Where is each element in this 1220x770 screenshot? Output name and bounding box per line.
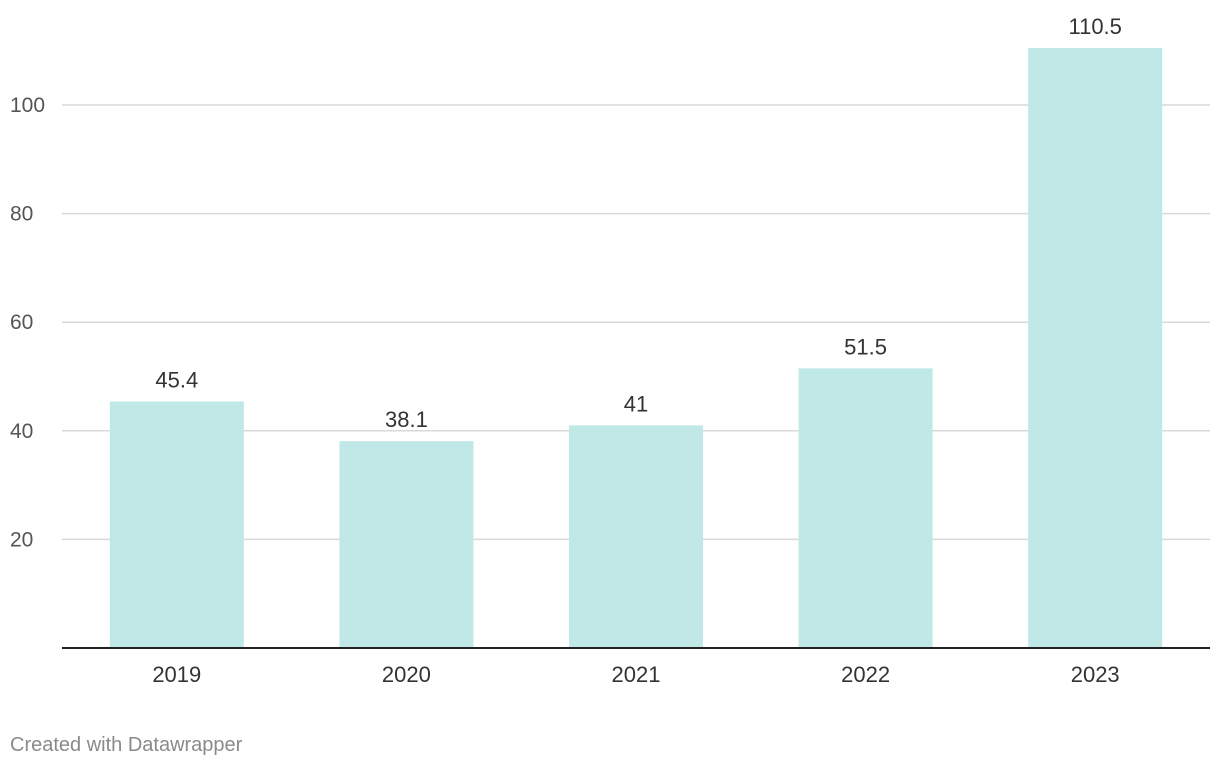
gridlines — [62, 104, 1210, 541]
bar — [798, 368, 933, 648]
datawrapper-credit: Created with Datawrapper — [10, 734, 243, 756]
x-tick-label: 2023 — [1071, 662, 1120, 687]
labels: 20 40 60 80 100 45.4 2019 38.1 2020 41 2021 51.5 202… — [10, 14, 1122, 687]
value-label: 41 — [624, 391, 648, 416]
bar — [1028, 48, 1163, 648]
value-label: 38.1 — [385, 407, 428, 432]
value-label: 51.5 — [844, 334, 887, 359]
bars — [109, 48, 1163, 648]
y-tick-label: 100 — [10, 94, 45, 117]
x-tick-label: 2022 — [841, 662, 890, 687]
x-tick-label: 2020 — [382, 662, 431, 687]
x-tick-label: 2019 — [152, 662, 201, 687]
y-tick-label: 60 — [10, 311, 33, 334]
bar — [109, 401, 244, 648]
y-tick-label: 80 — [10, 203, 33, 226]
bar — [569, 425, 703, 648]
x-tick-label: 2021 — [612, 662, 661, 687]
value-label: 45.4 — [155, 367, 198, 392]
y-tick-label: 20 — [10, 528, 33, 551]
value-label: 110.5 — [1068, 14, 1121, 39]
y-tick-label: 40 — [10, 420, 33, 443]
bar — [339, 441, 474, 648]
